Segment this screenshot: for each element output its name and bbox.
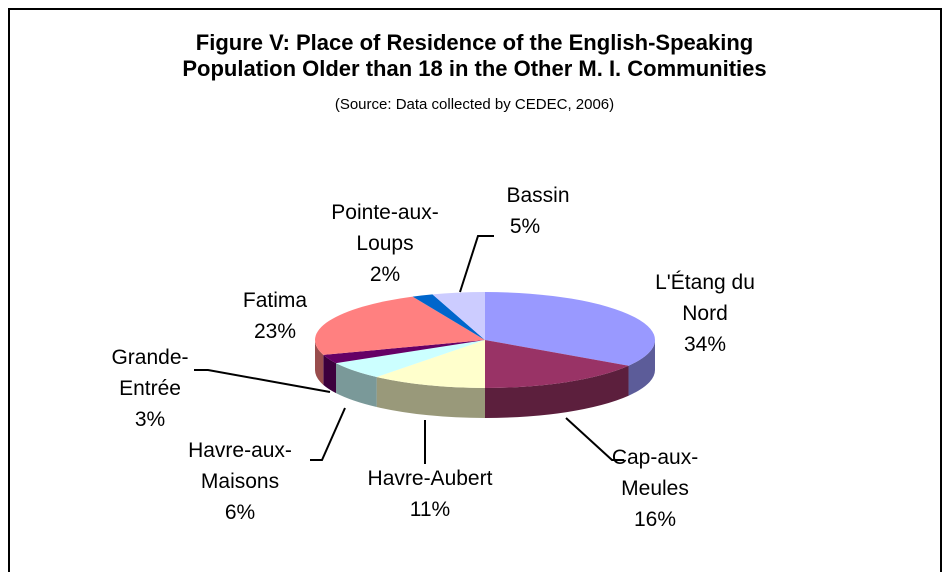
value-label: 5% [509,215,541,238]
value-label: 16% [633,508,677,531]
chart-title: Population Older than 18 in the Other M.… [182,56,767,81]
leader-line [194,369,331,393]
slice [485,292,655,366]
category-label: Fatima [242,289,308,312]
slice-side [376,376,485,418]
category-label: L'Étang du Nord [655,271,755,325]
category-label: Cap-aux-Meules [611,446,699,500]
value-label: 34% [683,333,727,356]
leader-line [459,235,494,293]
category-label: Grande-Entrée [111,346,189,400]
slice [315,296,485,355]
category-label: Bassin [506,184,570,207]
leader-line [310,407,346,461]
chart-subtitle: (Source: Data collected by CEDEC, 2006) [334,96,615,113]
value-label: 11% [409,498,451,521]
value-label: 3% [134,408,166,431]
value-label: 23% [253,320,297,343]
frame [8,8,942,572]
category-label: Havre-aux-Maisons [188,439,292,493]
slice-side [323,354,337,394]
slice-side [336,363,377,407]
chart-title: Figure V: Place of Residence of the Engl… [195,30,754,55]
slice-side [628,340,655,396]
leader-line [565,417,624,461]
slice [376,340,485,388]
category-label: Havre-Aubert [367,467,493,490]
leader-lines [194,235,624,464]
value-label: 6% [224,501,256,524]
slice [432,292,485,340]
slice [336,340,485,377]
value-label: 2% [369,263,401,286]
slice-side [315,340,324,385]
category-label: Pointe-aux-Loups [331,201,439,255]
slice-side [485,365,629,418]
slice [485,340,629,388]
slice [323,340,485,364]
pie [315,292,655,418]
slice [412,294,485,340]
